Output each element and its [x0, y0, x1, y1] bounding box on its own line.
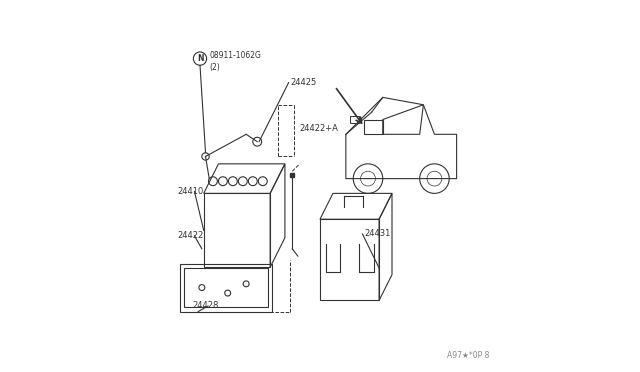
Text: 24428: 24428 [193, 301, 219, 311]
Bar [349, 116, 359, 123]
Text: 08911-1062G: 08911-1062G [209, 51, 261, 60]
Text: 24410: 24410 [178, 187, 204, 196]
Text: 24431: 24431 [364, 230, 390, 238]
Bar [184, 268, 268, 307]
Text: 24422+A: 24422+A [300, 124, 339, 133]
Text: A97★*0P 8: A97★*0P 8 [447, 350, 490, 359]
Text: 24425: 24425 [291, 78, 317, 87]
Bar [180, 263, 272, 311]
Text: N: N [196, 54, 204, 63]
Text: 24422: 24422 [178, 231, 204, 240]
Text: (2): (2) [209, 63, 220, 72]
